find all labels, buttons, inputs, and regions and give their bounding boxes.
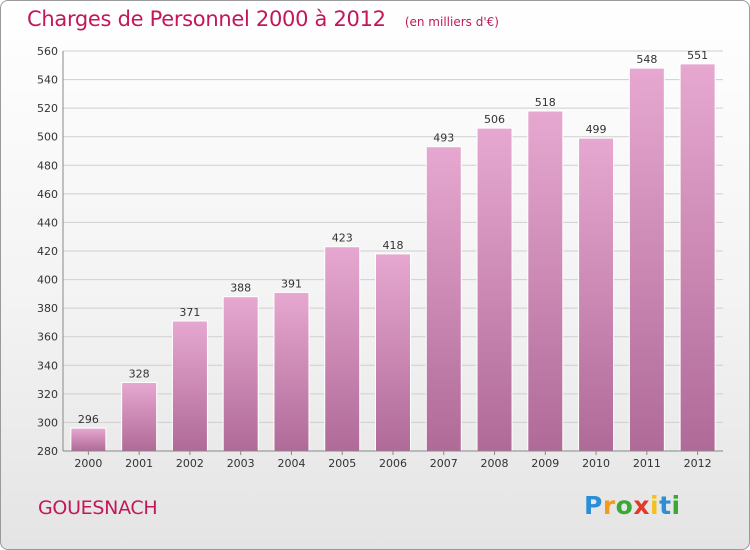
bar xyxy=(425,146,462,452)
data-label: 493 xyxy=(433,132,454,145)
y-tick-label: 540 xyxy=(37,74,58,87)
title-row: Charges de Personnel 2000 à 2012 (en mil… xyxy=(27,7,499,31)
y-tick-label: 340 xyxy=(37,359,58,372)
x-tick-label: 2007 xyxy=(430,457,458,470)
y-tick-label: 480 xyxy=(37,159,58,172)
bar xyxy=(171,320,208,452)
chart-subtitle: (en milliers d'€) xyxy=(404,15,499,29)
x-tick-label: 2006 xyxy=(379,457,407,470)
bar xyxy=(578,137,615,452)
x-tick-label: 2000 xyxy=(74,457,102,470)
x-tick-label: 2009 xyxy=(531,457,559,470)
x-tick-label: 2005 xyxy=(328,457,356,470)
bar xyxy=(70,427,107,452)
y-tick-label: 560 xyxy=(37,45,58,58)
x-tick-label: 2003 xyxy=(227,457,255,470)
x-tick-label: 2008 xyxy=(481,457,509,470)
y-tick-label: 420 xyxy=(37,245,58,258)
x-tick-label: 2004 xyxy=(277,457,305,470)
x-tick-label: 2002 xyxy=(176,457,204,470)
bar xyxy=(679,63,716,452)
x-tick-label: 2001 xyxy=(125,457,153,470)
x-tick-label: 2012 xyxy=(684,457,712,470)
data-label: 296 xyxy=(78,413,99,426)
bar xyxy=(476,127,513,452)
data-label: 423 xyxy=(332,232,353,245)
y-tick-label: 360 xyxy=(37,331,58,344)
y-tick-label: 320 xyxy=(37,388,58,401)
bar xyxy=(527,110,564,452)
data-label: 506 xyxy=(484,113,505,126)
axes xyxy=(62,51,723,452)
data-label: 388 xyxy=(230,282,251,295)
bar xyxy=(273,291,310,452)
logo-letter: P xyxy=(584,491,603,520)
logo-letter: i xyxy=(671,491,681,520)
y-tick-label: 380 xyxy=(37,302,58,315)
bar xyxy=(324,246,361,452)
bar xyxy=(222,296,259,452)
y-tick-label: 500 xyxy=(37,131,58,144)
logo-letter: r xyxy=(602,491,616,520)
logo-letter: i xyxy=(650,491,660,520)
data-label: 328 xyxy=(129,367,150,380)
proxiti-logo: Proxiti xyxy=(584,491,681,520)
y-tick-label: 460 xyxy=(37,188,58,201)
bar xyxy=(375,253,411,452)
bar xyxy=(628,67,665,452)
logo-letter: x xyxy=(633,491,650,520)
data-label: 548 xyxy=(636,53,657,66)
data-label: 551 xyxy=(687,49,708,62)
x-axis-ticks: 2000 2001 2002 2003 2004 2005 2006 2007 2008 2009… xyxy=(74,451,712,470)
y-tick-label: 440 xyxy=(37,216,58,229)
data-label: 499 xyxy=(586,123,607,136)
data-label: 418 xyxy=(383,239,404,252)
chart-title: Charges de Personnel 2000 à 2012 xyxy=(27,7,386,31)
y-tick-label: 400 xyxy=(37,274,58,287)
data-label: 518 xyxy=(535,96,556,109)
bars: 296 328 371 388 391 423 418 493 506 518 499 548 551 xyxy=(70,49,716,452)
y-axis-ticks: 280 300 320 340 360 380 400 420 440 460 480 500 520 5… xyxy=(37,45,58,458)
data-label: 391 xyxy=(281,277,302,290)
y-tick-label: 520 xyxy=(37,102,58,115)
data-label: 371 xyxy=(179,306,200,319)
bar xyxy=(121,381,158,452)
x-tick-label: 2011 xyxy=(633,457,661,470)
commune-name: GOUESNACH xyxy=(38,497,158,519)
x-tick-label: 2010 xyxy=(582,457,610,470)
logo-letter: t xyxy=(659,491,672,520)
logo-letter: o xyxy=(615,491,634,520)
y-tick-label: 300 xyxy=(37,416,58,429)
y-tick-label: 280 xyxy=(37,445,58,458)
